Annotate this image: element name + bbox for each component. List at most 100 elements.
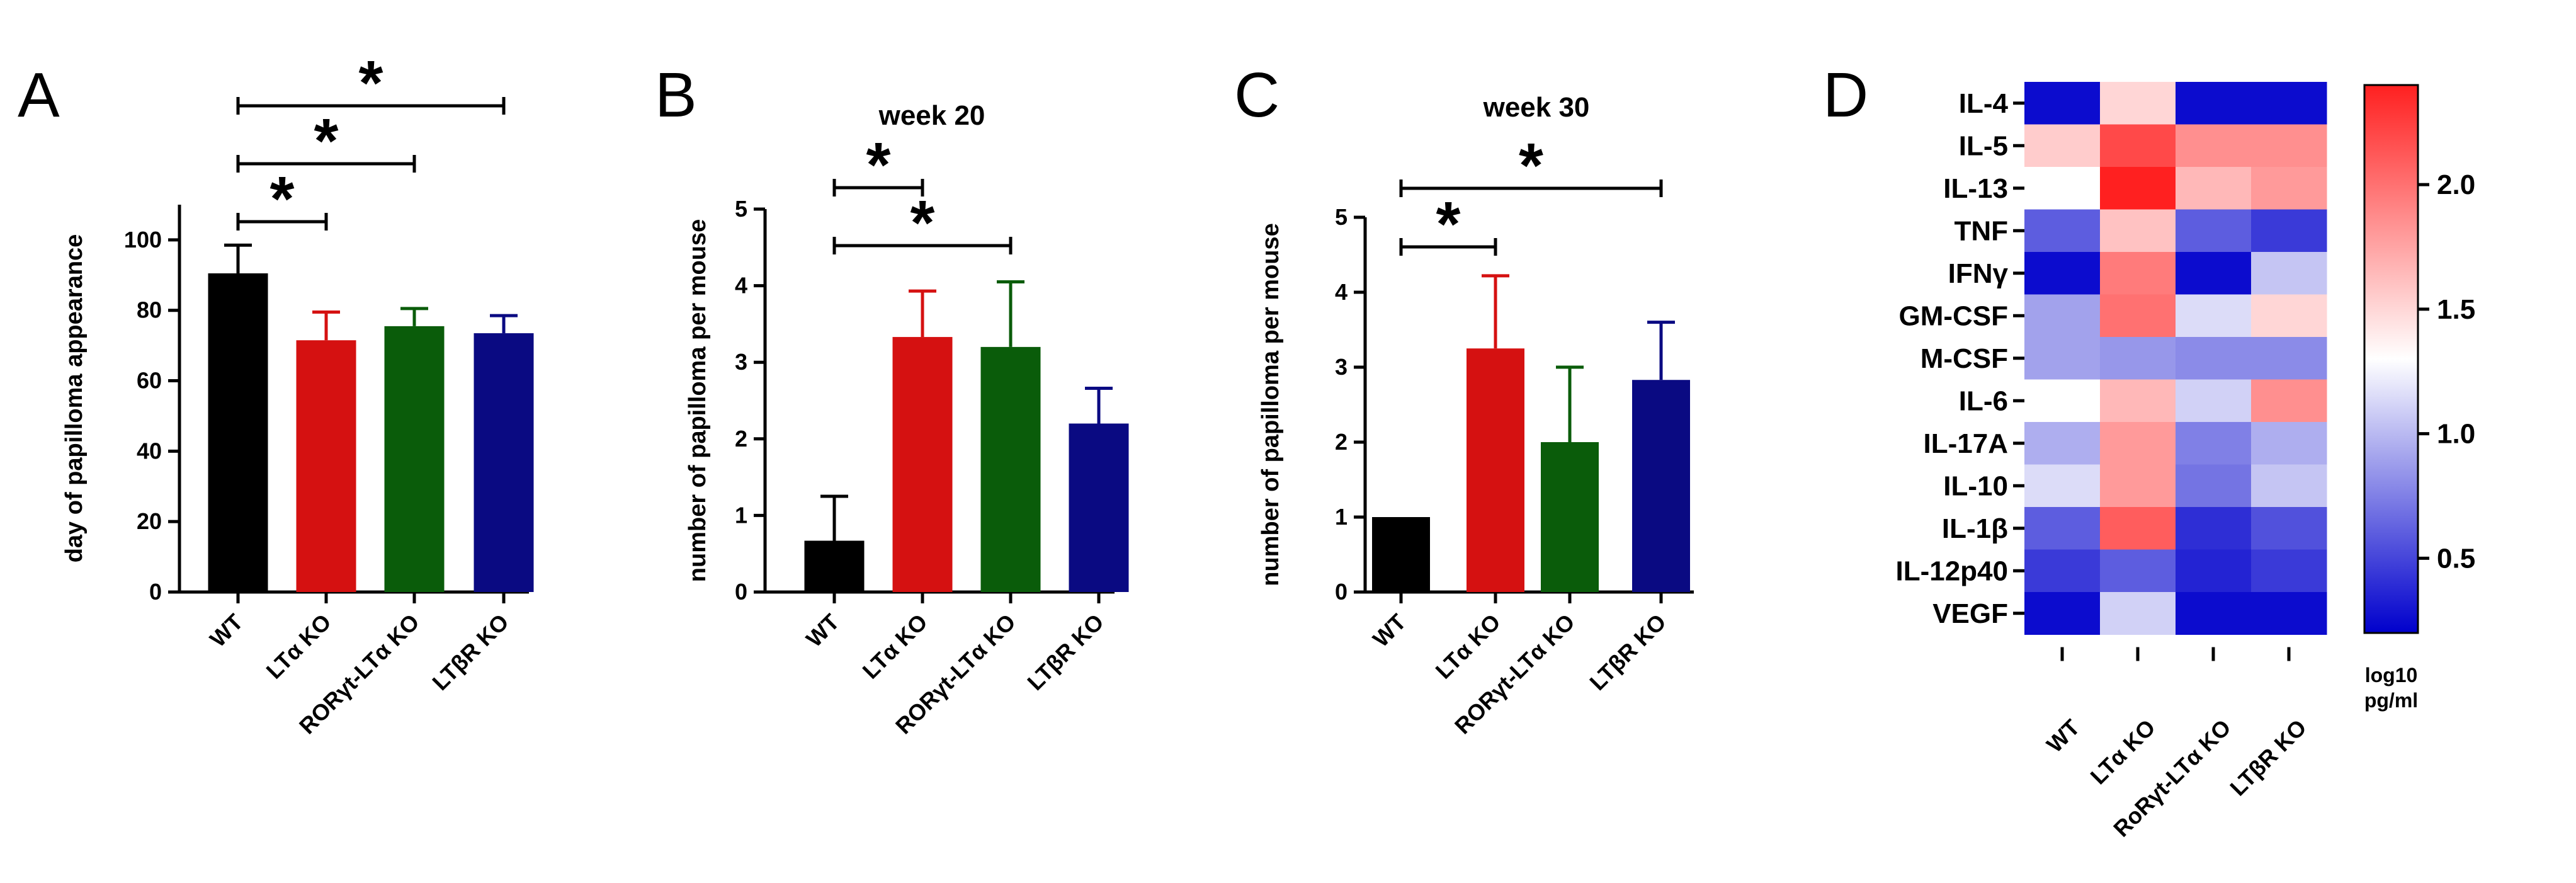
bar-1 [1372,517,1430,592]
y-tick-label: 4 [735,273,747,299]
x-tick-label: WT [801,609,844,652]
y-tick-label: 2 [735,426,747,452]
y-tick-label: 100 [124,227,162,253]
row-label: TNF [1954,215,2008,246]
bar-2 [296,340,356,592]
heatmap-cell [2251,592,2327,635]
significance-star: * [911,188,935,258]
heatmap-cell [2100,379,2176,423]
heatmap-cell [2100,592,2176,635]
heatmap-cell [2251,549,2327,593]
colorbar-title: log10 [2365,664,2418,686]
heatmap-cell [2251,124,2327,168]
colorbar-tick-label: 0.5 [2437,543,2475,574]
heatmap-cell [2251,209,2327,253]
row-label: IL-6 [1959,385,2008,416]
heatmap-cell [2100,124,2176,168]
panel-letter: B [655,60,697,130]
colorbar [2363,84,2419,634]
heatmap-cell [2100,337,2176,380]
y-tick-label: 0 [149,579,162,605]
row-label: IL-10 [1943,470,2008,501]
heatmap-cell [2176,507,2252,550]
heatmap-cell [2024,464,2101,508]
heatmap-cell [2100,507,2176,550]
heatmap-cell [2100,252,2176,295]
heatmap-cell [2100,167,2176,210]
heatmap-cell [2251,252,2327,295]
panel-letter: D [1823,60,1868,130]
heatmap-cell [2100,209,2176,253]
row-label: IL-5 [1959,130,2008,161]
heatmap-cell [2024,507,2101,550]
heatmap-cell [2024,167,2101,210]
panel-letter: C [1234,60,1279,130]
heatmap-cell [2251,82,2327,125]
bar-2 [892,337,953,592]
heatmap-cell [2251,464,2327,508]
column-label: LTα KO [2085,714,2160,789]
y-tick-label: 2 [1335,429,1348,455]
x-tick-label: LTβR KO [1022,609,1108,695]
bar-3 [1541,442,1599,592]
heatmap-cell [2100,422,2176,465]
colorbar-tick-label: 2.0 [2437,169,2475,200]
heatmap-cell [2176,252,2252,295]
heatmap-cell [2024,82,2101,125]
row-label: IL-17A [1924,428,2008,459]
row-label: M-CSF [1921,343,2008,374]
heatmap-cell [2176,337,2252,380]
heatmap-cell [2024,592,2101,635]
y-tick-label: 80 [137,297,162,323]
heatmap-cell [2176,124,2252,168]
heatmap-cell [2251,422,2327,465]
heatmap-cell [2024,124,2101,168]
heatmap-cell [2176,464,2252,508]
heatmap-cell [2251,294,2327,338]
y-axis-label: number of papilloma per mouse [1257,223,1284,586]
significance-star: * [1436,189,1461,259]
column-label: WT [2041,714,2085,758]
heatmap-cell [2024,209,2101,253]
x-tick-label: LTα KO [261,609,336,684]
bar-4 [1632,380,1690,592]
panel-letter: A [18,60,60,130]
row-label: IL-1β [1942,513,2008,544]
bar-1 [208,273,268,592]
y-tick-label: 1 [735,502,747,528]
row-label: IFNγ [1948,258,2009,289]
row-label: VEGF [1932,598,2008,629]
y-tick-label: 1 [1335,504,1348,530]
bar-4 [474,333,534,592]
heatmap-cell [2176,167,2252,210]
heatmap-cell [2024,379,2101,423]
row-label: IL-12p40 [1895,555,2008,586]
heatmap-cell [2176,379,2252,423]
y-axis-label: day of papilloma appearance [61,234,88,563]
heatmap-cell [2251,337,2327,380]
heatmap-cell [2024,422,2101,465]
y-tick-label: 5 [735,196,747,222]
row-label: GM-CSF [1898,300,2008,331]
y-tick-label: 0 [1335,579,1348,605]
significance-star: * [270,164,295,234]
significance-star: * [1519,130,1543,201]
heatmap-cell [2176,549,2252,593]
y-tick-label: 3 [1335,354,1348,380]
y-tick-label: 40 [137,438,162,464]
heatmap-cell [2100,464,2176,508]
heatmap-cell [2176,294,2252,338]
y-axis-label: number of papilloma per mouse [684,219,711,582]
heatmap-cell [2251,507,2327,550]
heatmap-cell [2100,294,2176,338]
panel-d-heatmap: D IL-4 IL-5 IL-13 TNF IFNγ GM-CSF M-CSF IL-6 IL-1… [1823,60,2475,842]
x-tick-label: LTα KO [858,609,933,684]
heatmap-cell [2100,82,2176,125]
y-tick-label: 60 [137,368,162,394]
x-tick-label: LTα KO [1431,609,1506,684]
bar-3 [980,346,1041,592]
